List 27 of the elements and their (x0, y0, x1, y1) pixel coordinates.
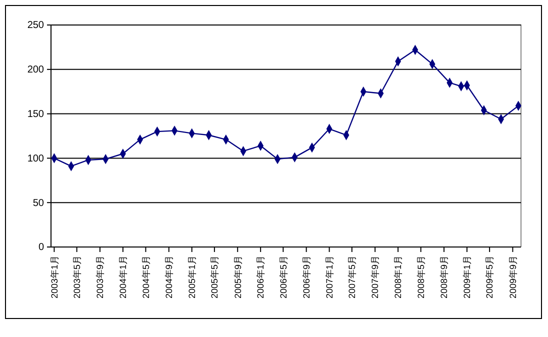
x-tick-label: 2003年1月 (49, 256, 60, 299)
x-tick-label: 2005年5月 (210, 256, 220, 299)
x-tick-label: 2006年5月 (278, 256, 288, 299)
x-tick-label: 2009年9月 (508, 256, 518, 299)
x-tick-label: 2006年1月 (256, 256, 266, 299)
x-tick-label: 2008年9月 (439, 256, 450, 299)
x-tick-label: 2005年1月 (187, 256, 197, 299)
x-tick-label: 2008年5月 (416, 256, 426, 299)
x-tick-label: 2004年1月 (118, 256, 128, 299)
x-tick-label: 2003年5月 (72, 256, 82, 299)
y-tick-label: 0 (38, 242, 44, 254)
x-tick-label: 2007年5月 (347, 256, 358, 299)
x-tick-label: 2007年1月 (324, 256, 334, 299)
x-tick-label: 2005年9月 (232, 256, 243, 299)
y-tick-label: 100 (27, 153, 44, 164)
x-tick-label: 2009年1月 (462, 256, 472, 299)
x-tick-label: 2004年5月 (140, 256, 151, 299)
y-tick-label: 50 (32, 198, 44, 209)
y-tick-label: 150 (27, 109, 44, 120)
y-tick-label: 200 (27, 64, 44, 76)
x-tick-label: 2009年5月 (484, 256, 495, 299)
x-tick-label: 2003年9月 (95, 256, 106, 299)
x-tick-label: 2006年9月 (301, 256, 312, 299)
x-tick-label: 2008年1月 (393, 256, 404, 299)
y-tick-label: 250 (27, 20, 44, 32)
x-tick-label: 2004年9月 (164, 256, 174, 299)
x-tick-label: 2007年9月 (370, 256, 380, 299)
